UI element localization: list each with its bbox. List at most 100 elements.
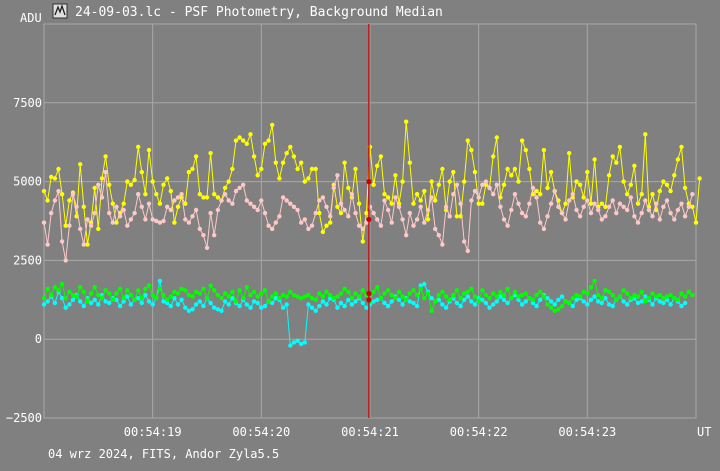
- data-point: [581, 289, 586, 295]
- data-point: [346, 289, 351, 295]
- data-point: [150, 292, 155, 298]
- data-point: [393, 173, 398, 178]
- data-point: [411, 288, 416, 293]
- data-point: [110, 220, 116, 225]
- data-point: [215, 292, 221, 298]
- data-point: [81, 289, 87, 295]
- data-point: [280, 292, 286, 298]
- data-point: [168, 303, 173, 309]
- data-point: [175, 195, 181, 200]
- data-point: [103, 288, 108, 293]
- data-point: [385, 303, 391, 309]
- data-point: [498, 289, 503, 295]
- data-point: [88, 291, 94, 296]
- data-point: [476, 195, 481, 200]
- data-point: [284, 294, 289, 299]
- data-point: [617, 201, 623, 206]
- data-point: [114, 204, 119, 209]
- data-point: [190, 166, 195, 172]
- data-point: [103, 154, 108, 159]
- data-point: [596, 292, 601, 298]
- data-point: [139, 300, 144, 306]
- data-point: [375, 297, 380, 302]
- data-point: [378, 296, 384, 301]
- data-point: [136, 144, 141, 150]
- data-point: [96, 302, 101, 307]
- data-point: [625, 207, 630, 213]
- data-point: [639, 210, 644, 216]
- data-point: [313, 166, 318, 172]
- data-point: [222, 192, 228, 197]
- data-point: [472, 294, 478, 299]
- data-point: [63, 223, 68, 228]
- data-point: [530, 297, 536, 302]
- data-point: [172, 289, 177, 295]
- data-point: [179, 192, 184, 197]
- data-point: [215, 307, 221, 312]
- data-point: [132, 297, 137, 302]
- data-point: [538, 289, 543, 295]
- data-point: [284, 151, 289, 156]
- data-point: [237, 288, 242, 293]
- data-point: [328, 296, 333, 301]
- data-point: [650, 302, 655, 307]
- data-point: [429, 296, 434, 301]
- data-point: [291, 292, 297, 298]
- data-point: [534, 292, 539, 298]
- data-point: [222, 291, 228, 296]
- data-point: [411, 201, 416, 206]
- data-point: [132, 210, 137, 216]
- data-point: [190, 307, 195, 312]
- data-point: [567, 198, 572, 203]
- data-point: [610, 154, 615, 159]
- data-point: [215, 207, 221, 213]
- data-point: [635, 300, 641, 306]
- data-point: [143, 217, 148, 222]
- data-point: [262, 141, 268, 146]
- data-point: [371, 299, 376, 304]
- data-point: [407, 299, 412, 304]
- data-point: [197, 291, 202, 296]
- data-point: [92, 210, 97, 216]
- data-point: [302, 340, 307, 345]
- data-point: [146, 299, 152, 304]
- data-point: [433, 226, 438, 232]
- data-point: [335, 173, 340, 178]
- data-point: [382, 291, 387, 296]
- data-point: [519, 302, 525, 307]
- data-point: [186, 308, 192, 313]
- data-point: [440, 166, 445, 172]
- data-point: [49, 174, 54, 180]
- data-point: [175, 291, 181, 296]
- data-point: [67, 223, 72, 228]
- data-point: [454, 288, 460, 293]
- data-point: [407, 210, 412, 216]
- data-point: [588, 297, 594, 302]
- data-point: [179, 286, 184, 291]
- data-point: [414, 217, 420, 222]
- data-point: [585, 302, 590, 307]
- data-point: [291, 154, 297, 159]
- data-point: [52, 176, 58, 181]
- data-point: [190, 294, 195, 299]
- data-point: [81, 242, 87, 247]
- data-point: [338, 201, 344, 206]
- data-point: [494, 294, 499, 299]
- data-point: [313, 297, 318, 302]
- data-point: [107, 291, 112, 296]
- data-point: [635, 220, 641, 225]
- data-point: [324, 204, 329, 209]
- data-point: [183, 288, 188, 293]
- data-point: [472, 188, 478, 194]
- data-point: [574, 179, 579, 184]
- data-point: [63, 305, 68, 310]
- data-point: [458, 296, 463, 301]
- data-point: [237, 135, 242, 140]
- data-point: [675, 297, 681, 302]
- data-point: [45, 198, 50, 203]
- data-point: [63, 258, 68, 263]
- series-1: [41, 169, 695, 263]
- data-point: [643, 299, 648, 304]
- data-point: [541, 226, 547, 232]
- data-point: [280, 160, 286, 165]
